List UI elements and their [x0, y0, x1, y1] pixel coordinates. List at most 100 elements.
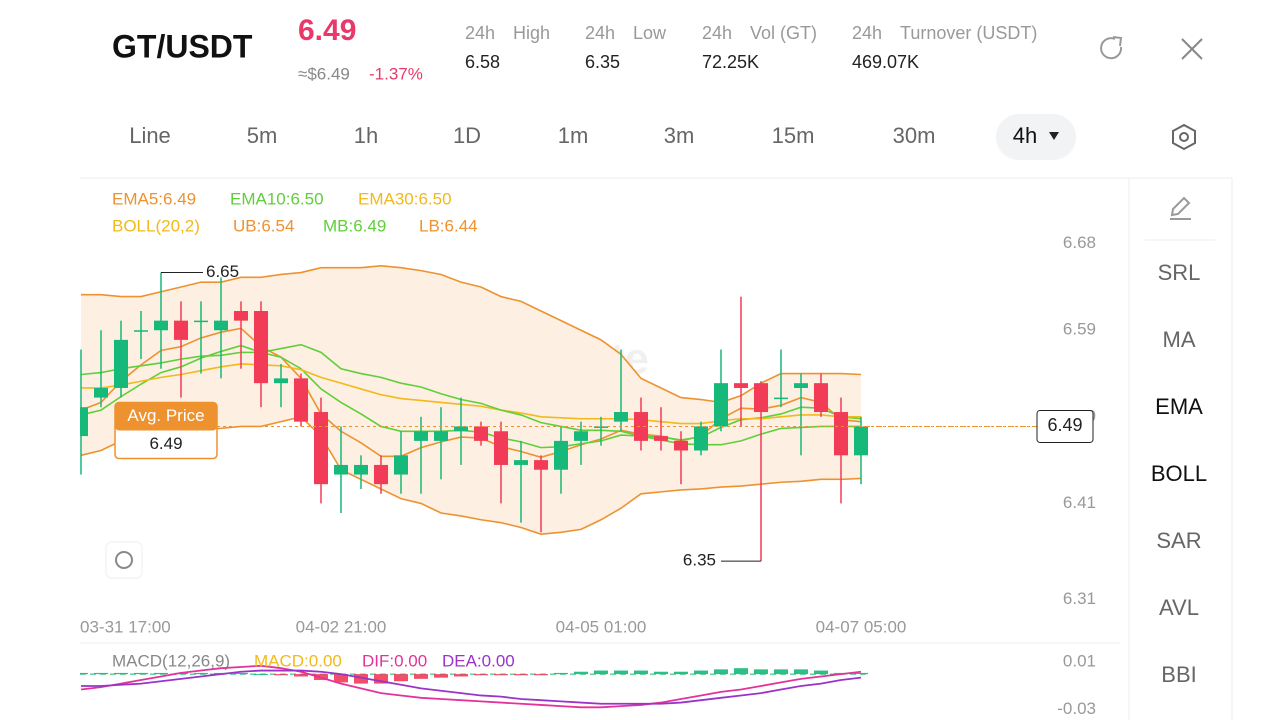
timeframe-tab[interactable]: 1D	[453, 123, 481, 148]
timeframe-tab[interactable]: 15m	[772, 123, 815, 148]
refresh-icon[interactable]	[1100, 36, 1123, 60]
pair: GT/USDT	[112, 28, 253, 64]
legend-entry: MACD:0.00	[254, 651, 342, 670]
legend-entry: MB:6.49	[323, 216, 386, 235]
macd-line	[80, 664, 862, 709]
legend-entry: LB:6.44	[419, 216, 478, 235]
macd-bar	[734, 668, 748, 675]
candle-body	[194, 320, 208, 323]
candle-body	[134, 330, 148, 332]
low-label: 6.35	[683, 551, 716, 570]
timeframe-tab[interactable]: 3m	[664, 123, 695, 148]
close-icon[interactable]	[1181, 38, 1203, 60]
avg-price-label: Avg. Price	[127, 406, 204, 425]
y-tick-label: 6.59	[1063, 320, 1096, 339]
price: 6.49	[298, 14, 356, 47]
candle-body	[154, 320, 168, 331]
candle-body	[614, 412, 628, 422]
candle-body	[254, 311, 268, 384]
pencil-icon[interactable]	[1170, 196, 1191, 220]
stat-name: Vol (GT)	[750, 23, 817, 43]
candle-body	[654, 436, 668, 441]
y-tick-label: -0.03	[1057, 699, 1096, 718]
macd-bar	[434, 674, 448, 678]
stat-period: 24h	[585, 23, 615, 43]
candle-body	[394, 455, 408, 475]
macd-bar	[80, 672, 88, 675]
macd-bar	[274, 674, 288, 676]
macd-bar	[634, 670, 648, 675]
indicator-button[interactable]: BOLL	[1151, 461, 1207, 486]
indicator-button[interactable]: BBI	[1161, 662, 1196, 687]
macd-bar	[254, 674, 268, 676]
plot	[80, 265, 868, 709]
legend-entry: EMA5:6.49	[112, 189, 196, 208]
candle-body	[214, 320, 228, 331]
macd-bar	[394, 674, 408, 682]
stat-value: 469.07K	[852, 52, 919, 72]
active-tab-bg	[996, 114, 1076, 160]
candle-body	[554, 440, 568, 470]
dropdown-arrow[interactable]	[1049, 132, 1059, 140]
macd-bar	[774, 669, 788, 675]
macd-bar	[474, 674, 488, 676]
timeframe-tab[interactable]: 1m	[558, 123, 589, 148]
indicator-button[interactable]: EMA	[1155, 394, 1203, 419]
timeframe-tab[interactable]: Line	[129, 123, 171, 148]
macd-bar	[414, 674, 428, 679]
macd-bar	[794, 669, 808, 675]
stat-name: Low	[633, 23, 667, 43]
candle-body	[234, 311, 248, 321]
indicator-button[interactable]: MA	[1163, 327, 1196, 352]
usd-price: ≈$6.49	[298, 64, 350, 83]
candle-body	[414, 431, 428, 441]
y-tick-label: 6.68	[1063, 233, 1096, 252]
stat-value: 6.35	[585, 52, 620, 72]
macd-bar	[454, 674, 468, 677]
macd-bar	[614, 670, 628, 675]
macd-title: MACD(12,26,9)	[112, 651, 230, 670]
macd-bar	[854, 672, 868, 675]
settings-icon[interactable]	[1172, 123, 1196, 151]
y-tick-label: 0.01	[1063, 652, 1096, 671]
x-tick-label: 03-31 17:00	[80, 617, 171, 636]
candle-body	[294, 378, 308, 422]
boll-label: BOLL(20,2)	[112, 216, 200, 235]
legend-entry: DEA:0.00	[442, 651, 515, 670]
x-tick-label: 04-05 01:00	[556, 617, 647, 636]
indicator-button[interactable]: SAR	[1156, 528, 1201, 553]
candle-body	[734, 383, 748, 388]
indicator-button[interactable]: SRL	[1158, 260, 1201, 285]
avg-price-value: 6.49	[149, 434, 182, 453]
indicator-line	[81, 265, 862, 404]
macd-bar	[334, 674, 348, 683]
candle-body	[94, 387, 108, 398]
candle-body	[354, 464, 368, 475]
timeframe-tab[interactable]: 5m	[247, 123, 278, 148]
y-tick-label: 6.41	[1063, 493, 1096, 512]
legend-entry: UB:6.54	[233, 216, 294, 235]
candle-body	[434, 431, 448, 441]
stat-value: 72.25K	[702, 52, 759, 72]
candle-body	[494, 431, 508, 465]
candle-body	[754, 383, 768, 413]
macd-bar	[674, 671, 688, 675]
macd-bar	[354, 674, 368, 684]
candle-body	[274, 378, 288, 384]
macd-line	[81, 669, 862, 705]
macd-bar	[154, 672, 168, 675]
indicator-button[interactable]: AVL	[1159, 595, 1199, 620]
last-price-tag	[1036, 409, 1094, 443]
timeframe-tab[interactable]: 4h	[1013, 123, 1037, 148]
timeframe-tab[interactable]: 1h	[354, 123, 378, 148]
reset-icon[interactable]	[105, 541, 143, 579]
x-tick-label: 04-07 05:00	[816, 617, 907, 636]
stat-value: 6.58	[465, 52, 500, 72]
legend-entry: DIF:0.00	[362, 651, 427, 670]
candle-body	[80, 407, 88, 437]
timeframe-tab[interactable]: 30m	[893, 123, 936, 148]
legend-entry: EMA10:6.50	[230, 189, 324, 208]
macd-bar	[594, 670, 608, 675]
indicator-line	[80, 343, 861, 446]
